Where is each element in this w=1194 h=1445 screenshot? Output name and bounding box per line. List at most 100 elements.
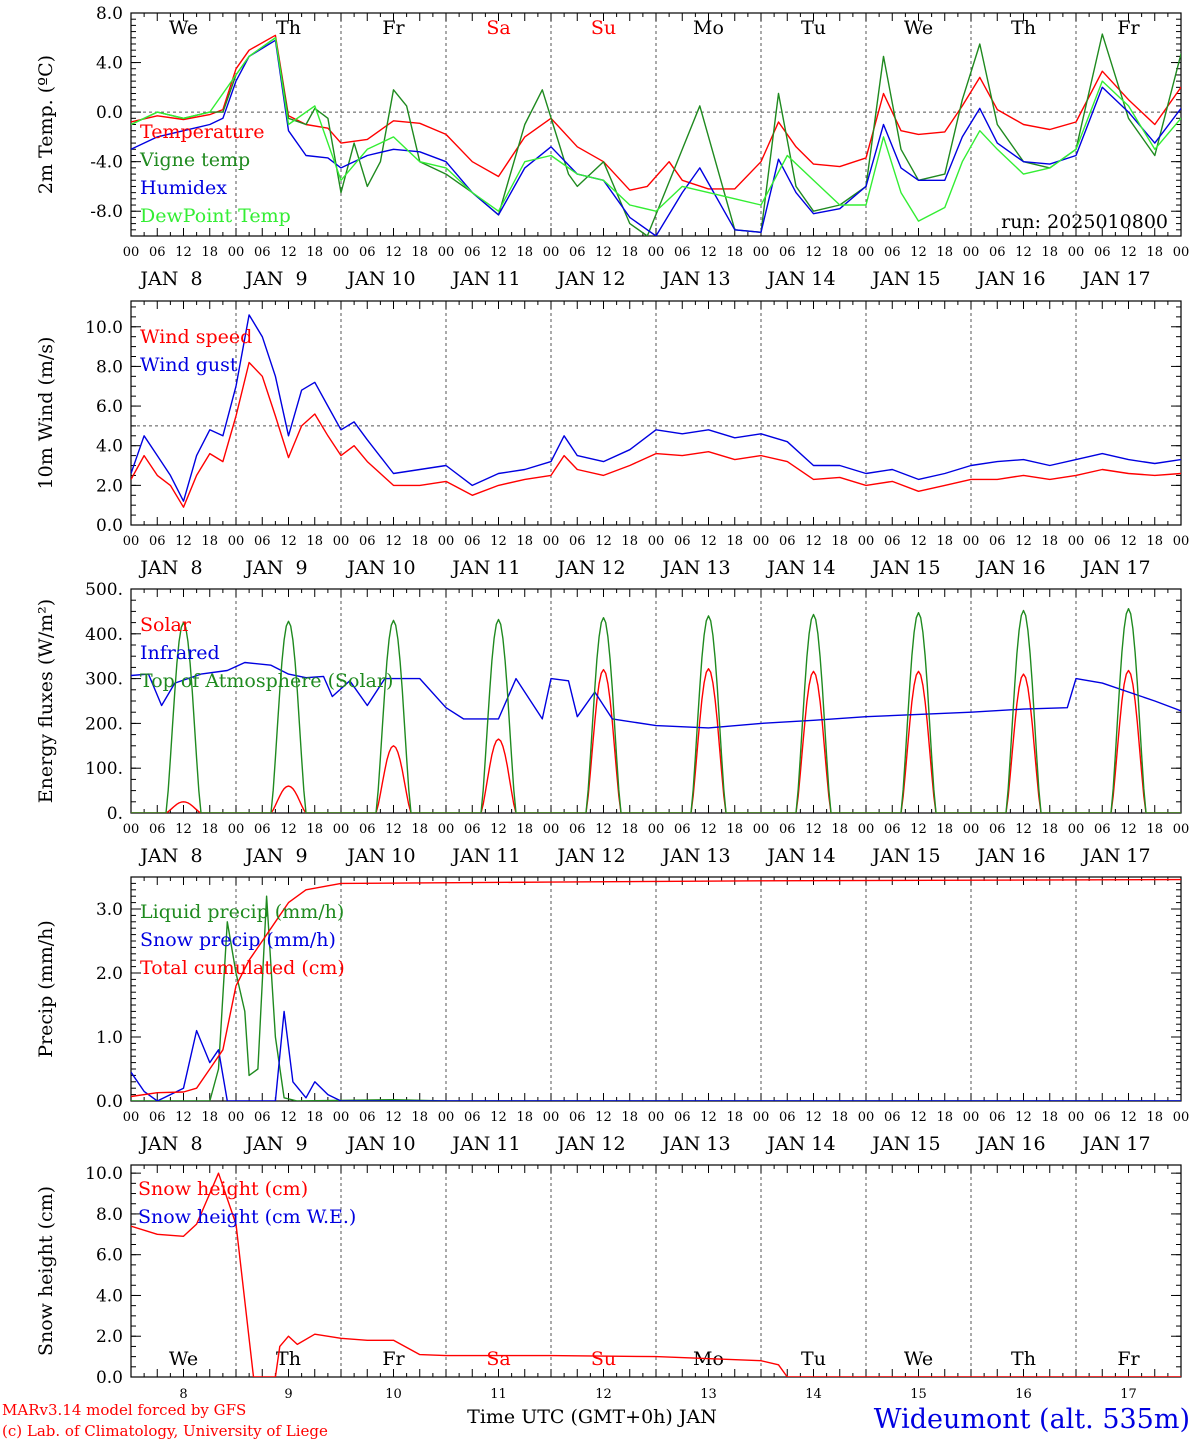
hour-tick-label: 00 xyxy=(963,822,980,837)
hour-tick-label: 18 xyxy=(411,1110,428,1125)
hour-tick-label: 06 xyxy=(569,534,586,549)
date-label: JAN 9 xyxy=(243,268,307,290)
copyright: (c) Lab. of Climatology, University of L… xyxy=(2,1422,328,1440)
hour-tick-label: 12 xyxy=(1120,1110,1137,1125)
day-name-label: Su xyxy=(591,17,616,39)
date-label: JAN 17 xyxy=(1080,268,1150,290)
date-label: JAN 9 xyxy=(243,845,307,867)
hour-tick-label: 00 xyxy=(858,245,875,260)
y-tick-label: 2.0 xyxy=(96,1327,123,1347)
date-label: JAN 8 xyxy=(138,1133,202,1155)
date-label: JAN 8 xyxy=(138,268,202,290)
day-name-label: Mo xyxy=(693,17,724,39)
y-tick-label: 8.0 xyxy=(96,4,123,24)
y-tick-label: 6.0 xyxy=(96,397,123,417)
hour-tick-label: 18 xyxy=(1041,534,1058,549)
hour-tick-label: 00 xyxy=(1173,245,1190,260)
day-name-label: Tu xyxy=(801,1348,826,1370)
hour-tick-label: 18 xyxy=(516,822,533,837)
date-label: JAN 13 xyxy=(660,557,730,579)
series-group xyxy=(131,608,1181,813)
legend-entry: DewPoint Temp xyxy=(140,205,291,227)
hour-tick-label: 00 xyxy=(648,1110,665,1125)
series-line-wind-gust xyxy=(131,314,1181,502)
hour-tick-label: 12 xyxy=(385,1110,402,1125)
hour-tick-label: 18 xyxy=(411,822,428,837)
hour-tick-label: 18 xyxy=(621,1110,638,1125)
hour-tick-label: 18 xyxy=(726,822,743,837)
hour-tick-label: 06 xyxy=(779,1110,796,1125)
hour-tick-label: 18 xyxy=(1146,1110,1163,1125)
date-label: JAN 12 xyxy=(555,268,625,290)
hour-tick-label: 12 xyxy=(490,245,507,260)
hour-tick-label: 06 xyxy=(149,822,166,837)
y-tick-label: 8.0 xyxy=(96,1205,123,1225)
day-name-label: Th xyxy=(1011,1348,1036,1370)
hour-tick-label: 06 xyxy=(884,822,901,837)
hour-tick-label: 00 xyxy=(858,822,875,837)
series-line-wind-speed xyxy=(131,361,1181,508)
hour-tick-label: 00 xyxy=(438,245,455,260)
hour-tick-label: 00 xyxy=(333,1110,350,1125)
y-tick-label: 6.0 xyxy=(96,1246,123,1266)
run-label: run: 2025010800 xyxy=(1001,211,1168,233)
date-label: JAN 14 xyxy=(765,845,835,867)
date-label: JAN 15 xyxy=(870,1133,940,1155)
legend-entry: Solar xyxy=(140,614,192,636)
plot-frame xyxy=(130,300,1182,526)
series-group xyxy=(131,878,1181,1101)
hour-tick-label: 00 xyxy=(123,1110,140,1125)
y-tick-label: 2.0 xyxy=(96,476,123,496)
hour-tick-label: 00 xyxy=(963,245,980,260)
hour-tick-label: 00 xyxy=(753,534,770,549)
hour-tick-label: 12 xyxy=(175,245,192,260)
hour-tick-label: 06 xyxy=(359,245,376,260)
hour-tick-label: 12 xyxy=(175,1110,192,1125)
y-tick-label: 3.0 xyxy=(96,900,123,920)
hour-tick-label: 06 xyxy=(254,822,271,837)
hour-tick-label: 06 xyxy=(254,534,271,549)
legend-entry: Temperature xyxy=(140,121,264,143)
day-number-label: 12 xyxy=(595,1387,612,1402)
hour-tick-label: 00 xyxy=(1173,1110,1190,1125)
y-tick-label: 0.0 xyxy=(96,103,123,123)
hour-tick-label: 06 xyxy=(779,245,796,260)
date-label: JAN 15 xyxy=(870,268,940,290)
series-line-snow-height-cm- xyxy=(131,1172,1181,1377)
day-number-label: 17 xyxy=(1120,1387,1137,1402)
hour-tick-label: 00 xyxy=(963,534,980,549)
hour-tick-label: 06 xyxy=(674,245,691,260)
date-label: JAN 16 xyxy=(975,1133,1045,1155)
date-label: JAN 14 xyxy=(765,268,835,290)
day-name-label: Fr xyxy=(382,17,405,39)
y-tick-label: 200. xyxy=(85,714,123,734)
hour-tick-label: 18 xyxy=(306,1110,323,1125)
hour-tick-label: 12 xyxy=(280,245,297,260)
hour-tick-label: 18 xyxy=(201,1110,218,1125)
date-label: JAN 16 xyxy=(975,268,1045,290)
day-number-label: 10 xyxy=(385,1387,402,1402)
hour-tick-label: 18 xyxy=(621,534,638,549)
hour-tick-label: 12 xyxy=(595,534,612,549)
hour-tick-label: 18 xyxy=(201,534,218,549)
hour-tick-label: 12 xyxy=(490,534,507,549)
chart-panels: 8.0 4.0 0.0 -4.0 -8.0 2m Temp. (ºC) 00 06 12 18 00… xyxy=(35,4,1190,1402)
hour-tick-label: 06 xyxy=(569,245,586,260)
hour-tick-label: 00 xyxy=(333,822,350,837)
series-line-liquid-precip-mm-h- xyxy=(131,895,1181,1101)
legend-entry: Infrared xyxy=(140,642,220,664)
hour-tick-label: 06 xyxy=(1094,534,1111,549)
series-group xyxy=(131,1172,1181,1377)
hour-tick-label: 12 xyxy=(700,534,717,549)
hour-tick-label: 18 xyxy=(516,245,533,260)
hour-tick-label: 12 xyxy=(1015,1110,1032,1125)
day-name-label: We xyxy=(169,17,198,39)
hour-tick-label: 06 xyxy=(149,245,166,260)
hour-tick-label: 18 xyxy=(1146,822,1163,837)
hour-tick-label: 18 xyxy=(1041,1110,1058,1125)
y-tick-label: 300. xyxy=(85,670,123,690)
series-line-total-cumulated-cm- xyxy=(131,878,1181,1098)
series-line-infrared xyxy=(131,661,1181,729)
date-label: JAN 14 xyxy=(765,557,835,579)
day-name-label: Tu xyxy=(801,17,826,39)
